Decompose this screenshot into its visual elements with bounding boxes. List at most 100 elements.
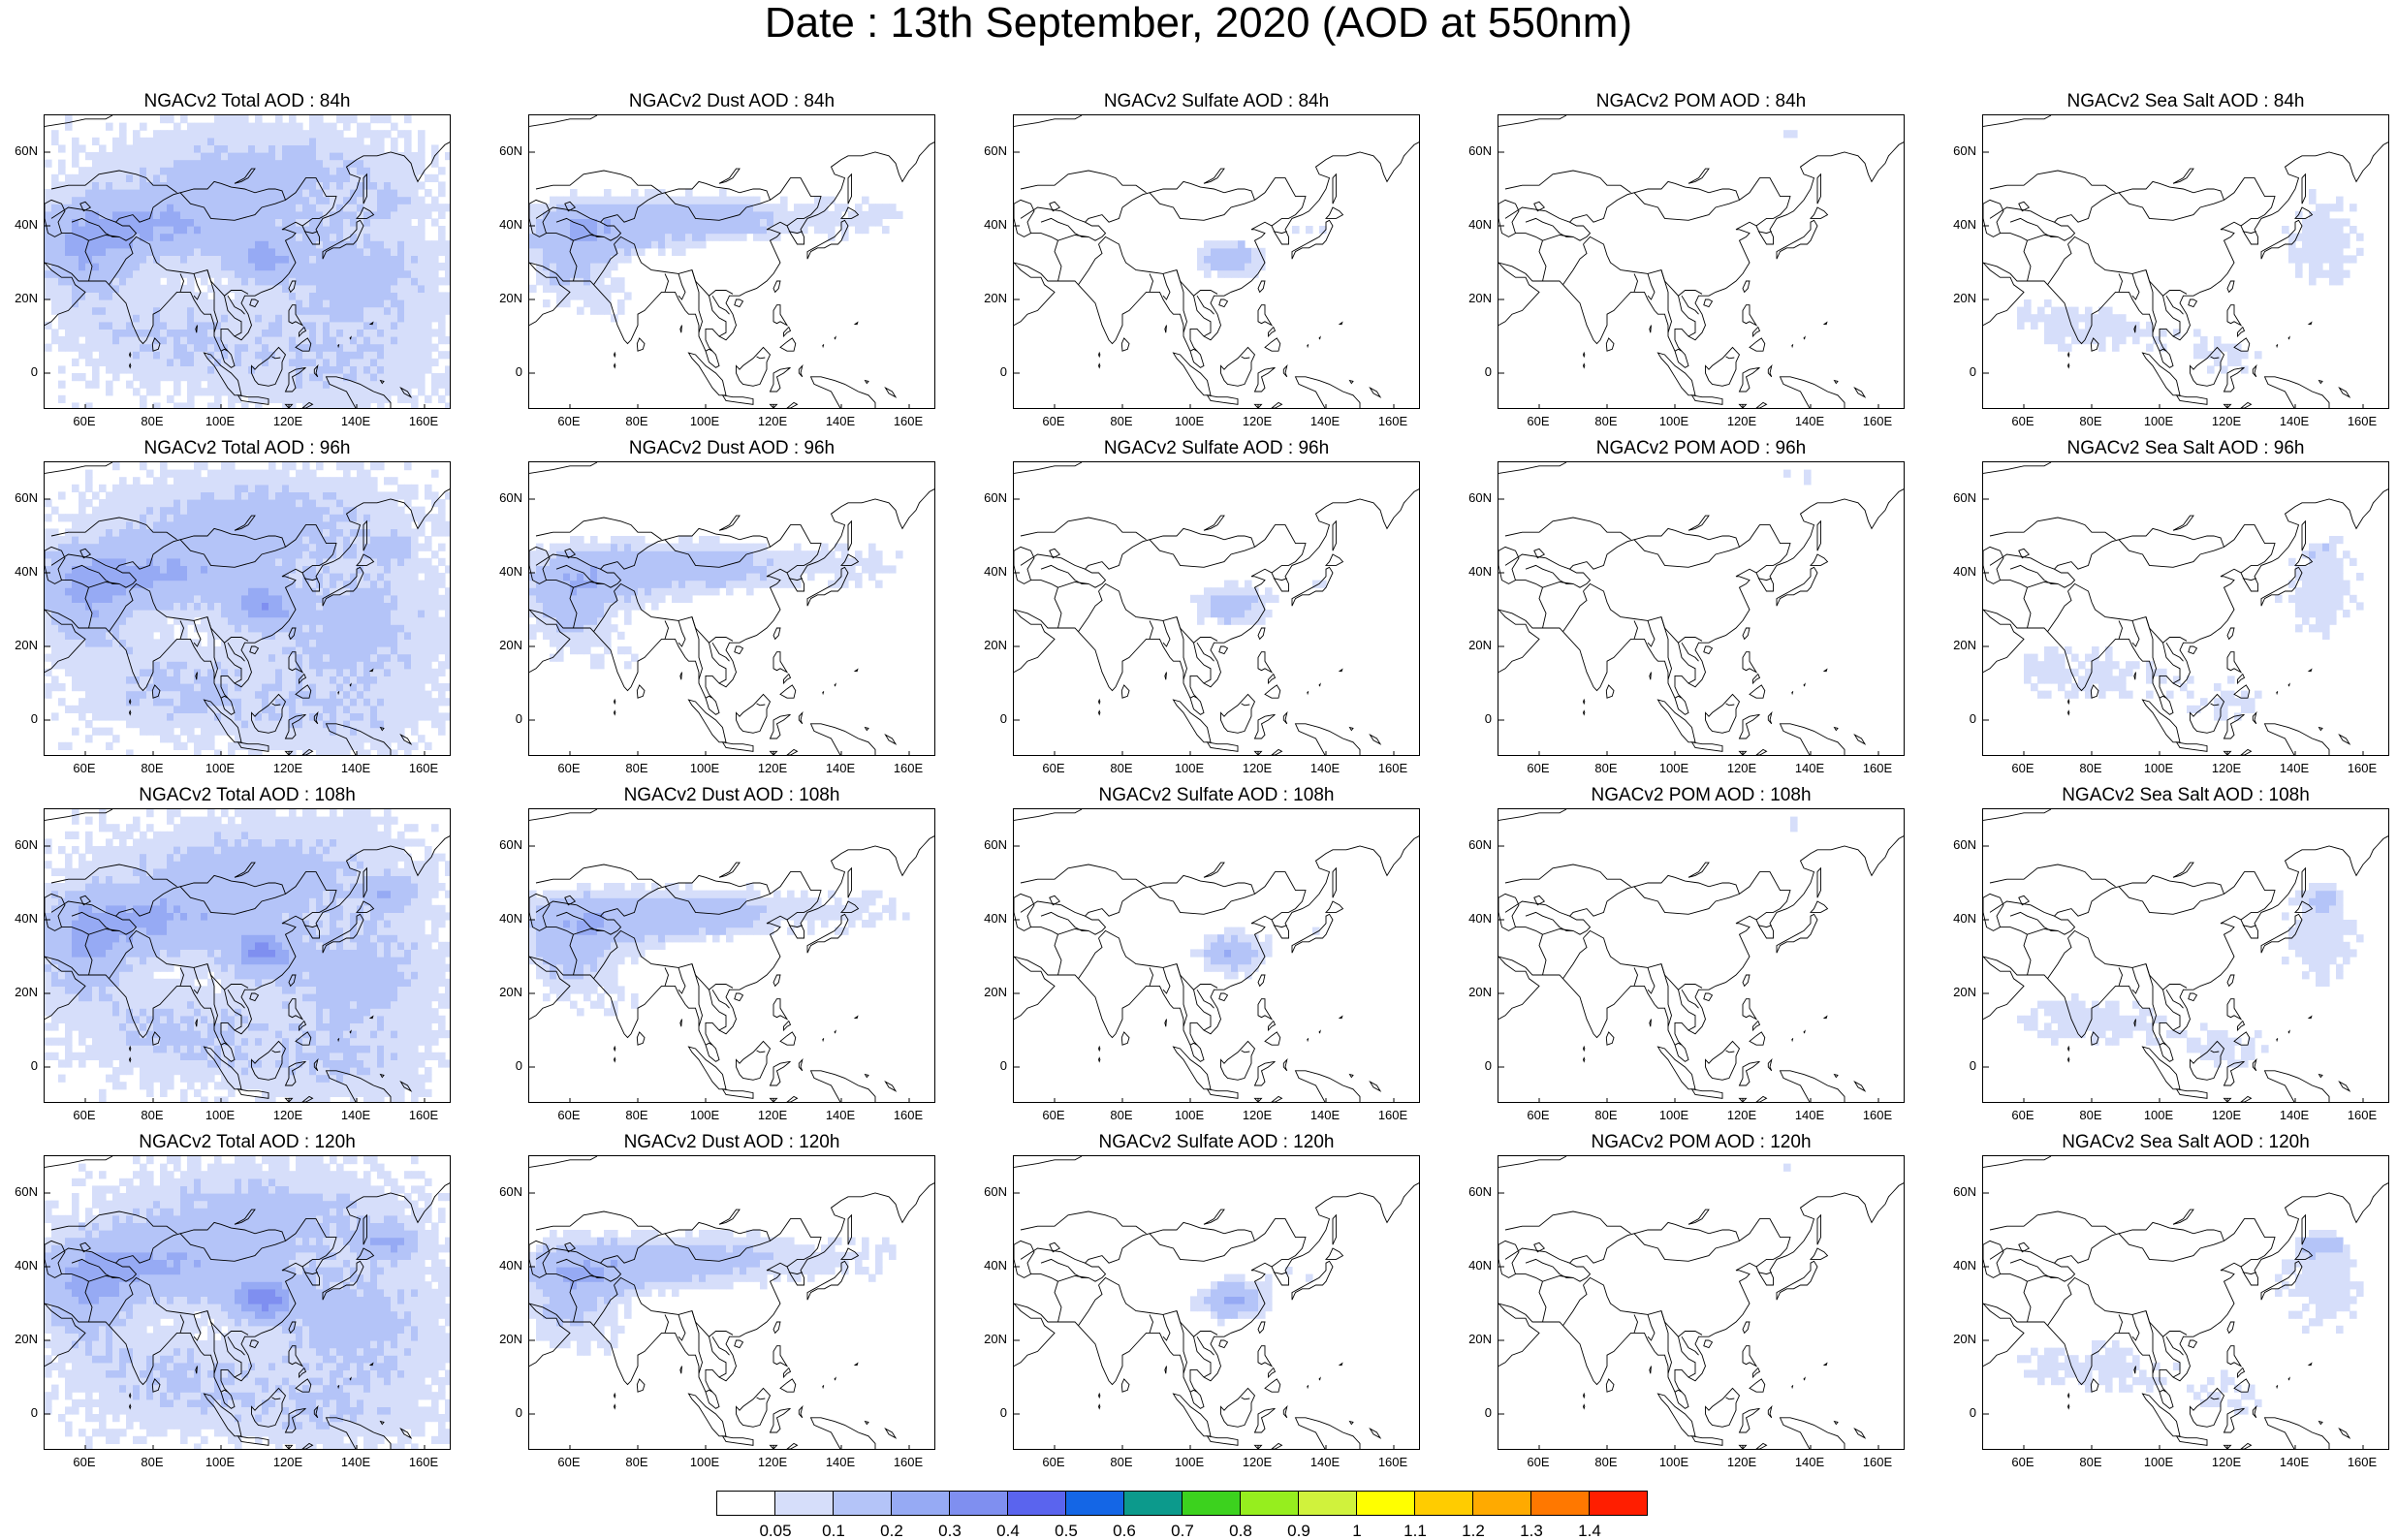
lon-tick-label: 80E	[2066, 1456, 2115, 1469]
lon-tick-label: 160E	[1853, 1109, 1902, 1122]
lon-tick-label: 60E	[60, 415, 109, 428]
lon-tick-label: 100E	[196, 1109, 244, 1122]
tick-marks	[1014, 1193, 1394, 1450]
colorbar-swatch	[1123, 1491, 1183, 1516]
tick-marks	[1983, 1193, 2363, 1450]
panel-title: NGACv2 POM AOD : 120h	[1498, 1132, 1905, 1153]
lon-tick-label: 120E	[1233, 1456, 1281, 1469]
lat-tick-label: 60N	[1459, 838, 1492, 852]
lon-tick-label: 120E	[2202, 1456, 2251, 1469]
lat-tick-label: 40N	[974, 912, 1007, 926]
colorbar-swatch	[1589, 1491, 1648, 1516]
aod-field	[1790, 817, 1798, 833]
lat-tick-label: 60N	[1459, 1185, 1492, 1199]
lon-tick-label: 60E	[1999, 415, 2047, 428]
tick-marks	[1014, 152, 1394, 409]
lon-tick-label: 60E	[1514, 1109, 1562, 1122]
lon-tick-label: 60E	[60, 762, 109, 775]
colorbar-label: 1.3	[1502, 1523, 1561, 1539]
aod-map	[529, 809, 935, 1103]
lon-tick-label: 60E	[545, 1456, 593, 1469]
lon-tick-label: 160E	[1369, 415, 1417, 428]
lon-tick-label: 160E	[1853, 415, 1902, 428]
map-plot	[44, 1155, 451, 1450]
lon-tick-label: 140E	[1785, 1456, 1834, 1469]
aod-field	[2017, 189, 2364, 374]
lon-tick-label: 100E	[2134, 1456, 2183, 1469]
aod-field	[1783, 130, 1798, 138]
lon-tick-label: 140E	[816, 1109, 865, 1122]
lon-tick-label: 120E	[2202, 1109, 2251, 1122]
lat-tick-label: 20N	[1459, 986, 1492, 999]
aod-field	[529, 883, 910, 1016]
lat-tick-label: 40N	[974, 1259, 1007, 1273]
lat-tick-label: 40N	[1459, 565, 1492, 579]
map-plot	[44, 114, 451, 409]
lat-tick-label: 0	[1943, 1059, 1976, 1073]
lon-tick-label: 60E	[1029, 415, 1078, 428]
map-plot	[1982, 461, 2389, 756]
lon-tick-label: 80E	[1097, 415, 1146, 428]
aod-map	[1014, 462, 1420, 756]
lon-tick-label: 60E	[545, 415, 593, 428]
map-plot	[1498, 808, 1905, 1103]
lat-tick-label: 20N	[974, 986, 1007, 999]
lon-tick-label: 100E	[1165, 1456, 1214, 1469]
lon-tick-label: 160E	[2338, 1456, 2386, 1469]
lat-tick-label: 0	[974, 1059, 1007, 1073]
lat-tick-label: 20N	[5, 639, 38, 652]
lat-tick-label: 60N	[1459, 144, 1492, 158]
lon-tick-label: 80E	[128, 762, 176, 775]
lat-tick-label: 20N	[489, 639, 522, 652]
lon-tick-label: 120E	[264, 1456, 312, 1469]
lon-tick-label: 160E	[399, 762, 448, 775]
lon-tick-label: 140E	[1785, 1109, 1834, 1122]
aod-map	[529, 1156, 935, 1450]
colorbar-label: 1.2	[1444, 1523, 1502, 1539]
lon-tick-label: 140E	[2270, 415, 2318, 428]
lon-tick-label: 140E	[2270, 1109, 2318, 1122]
colorbar-label: 0.6	[1095, 1523, 1153, 1539]
lat-tick-label: 20N	[1459, 292, 1492, 305]
aod-map	[1983, 1156, 2389, 1450]
colorbar-label: 0.4	[979, 1523, 1037, 1539]
colorbar-swatch	[1065, 1491, 1124, 1516]
lon-tick-label: 60E	[1514, 415, 1562, 428]
lat-tick-label: 0	[489, 1406, 522, 1420]
lat-tick-label: 0	[5, 1059, 38, 1073]
lat-tick-label: 60N	[974, 1185, 1007, 1199]
aod-map	[45, 1156, 451, 1450]
lon-tick-label: 160E	[2338, 1109, 2386, 1122]
lat-tick-label: 20N	[489, 292, 522, 305]
map-plot	[1013, 1155, 1420, 1450]
lat-tick-label: 60N	[489, 838, 522, 852]
lon-tick-label: 120E	[1718, 1109, 1766, 1122]
panel-title: NGACv2 Dust AOD : 108h	[528, 785, 935, 806]
colorbar-swatch	[1007, 1491, 1066, 1516]
lon-tick-label: 140E	[1785, 762, 1834, 775]
lon-tick-label: 60E	[1029, 1109, 1078, 1122]
lon-tick-label: 60E	[1999, 762, 2047, 775]
aod-map	[1983, 115, 2389, 409]
panel-title: NGACv2 Sulfate AOD : 84h	[1013, 91, 1420, 112]
lon-tick-label: 100E	[1650, 415, 1698, 428]
lon-tick-label: 120E	[1233, 762, 1281, 775]
lon-tick-label: 160E	[884, 415, 932, 428]
lon-tick-label: 80E	[2066, 1109, 2115, 1122]
panel-title: NGACv2 POM AOD : 108h	[1498, 785, 1905, 806]
lon-tick-label: 160E	[1369, 1109, 1417, 1122]
colorbar-label: 0.05	[746, 1523, 804, 1539]
lon-tick-label: 160E	[884, 1109, 932, 1122]
lon-tick-label: 120E	[2202, 762, 2251, 775]
aod-field	[1190, 1267, 1313, 1326]
panel-title: NGACv2 Dust AOD : 120h	[528, 1132, 935, 1153]
lon-tick-label: 60E	[1999, 1109, 2047, 1122]
lon-tick-label: 60E	[1514, 1456, 1562, 1469]
lon-tick-label: 60E	[1029, 762, 1078, 775]
lat-tick-label: 20N	[489, 1333, 522, 1346]
aod-field	[2017, 1230, 2364, 1415]
aod-field	[45, 462, 451, 756]
